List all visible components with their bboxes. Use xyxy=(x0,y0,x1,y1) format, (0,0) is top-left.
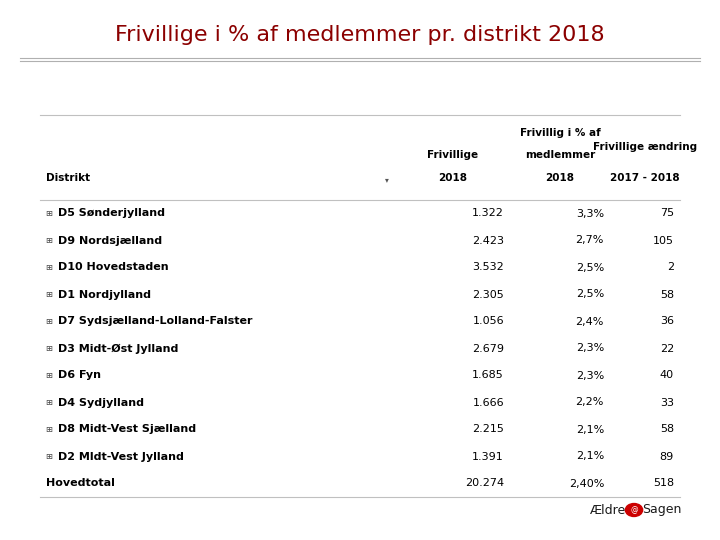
Text: 2,1%: 2,1% xyxy=(576,424,604,435)
Text: D4 Sydjylland: D4 Sydjylland xyxy=(58,397,144,408)
Text: ⊞: ⊞ xyxy=(45,263,52,272)
Text: Frivillige ændring: Frivillige ændring xyxy=(593,142,697,152)
Text: 22: 22 xyxy=(660,343,674,354)
Text: 2.305: 2.305 xyxy=(472,289,504,300)
Text: ⊞: ⊞ xyxy=(45,398,52,407)
Text: 89: 89 xyxy=(660,451,674,462)
Text: Frivillige i % af medlemmer pr. distrikt 2018: Frivillige i % af medlemmer pr. distrikt… xyxy=(115,25,605,45)
Text: 2017 - 2018: 2017 - 2018 xyxy=(610,173,680,183)
Text: D3 Midt-Øst Jylland: D3 Midt-Øst Jylland xyxy=(58,343,179,354)
Text: 2,7%: 2,7% xyxy=(575,235,604,246)
Text: medlemmer: medlemmer xyxy=(525,150,595,160)
Text: 2.423: 2.423 xyxy=(472,235,504,246)
Text: D8 Midt-Vest Sjælland: D8 Midt-Vest Sjælland xyxy=(58,424,196,435)
Text: 1.056: 1.056 xyxy=(472,316,504,327)
Text: 3,3%: 3,3% xyxy=(576,208,604,219)
Text: D10 Hovedstaden: D10 Hovedstaden xyxy=(58,262,168,273)
Text: ⊞: ⊞ xyxy=(45,425,52,434)
Text: 2,4%: 2,4% xyxy=(575,316,604,327)
Text: D1 Nordjylland: D1 Nordjylland xyxy=(58,289,151,300)
Text: ⊞: ⊞ xyxy=(45,290,52,299)
Text: ⊞: ⊞ xyxy=(45,209,52,218)
Text: ⊞: ⊞ xyxy=(45,317,52,326)
Text: 2.215: 2.215 xyxy=(472,424,504,435)
Text: 36: 36 xyxy=(660,316,674,327)
Text: 518: 518 xyxy=(653,478,674,489)
Text: 1.666: 1.666 xyxy=(472,397,504,408)
Text: @: @ xyxy=(630,505,638,515)
Text: Frivillige: Frivillige xyxy=(427,150,478,160)
Text: 2,3%: 2,3% xyxy=(576,370,604,381)
Text: 2.679: 2.679 xyxy=(472,343,504,354)
Text: D2 Mldt-Vest Jylland: D2 Mldt-Vest Jylland xyxy=(58,451,184,462)
Text: D7 Sydsjælland-Lolland-Falster: D7 Sydsjælland-Lolland-Falster xyxy=(58,316,253,327)
Text: ▾: ▾ xyxy=(385,176,389,185)
Text: 40: 40 xyxy=(660,370,674,381)
Text: 75: 75 xyxy=(660,208,674,219)
Text: 2,2%: 2,2% xyxy=(575,397,604,408)
Text: 58: 58 xyxy=(660,289,674,300)
Text: ⊞: ⊞ xyxy=(45,236,52,245)
Text: Ældre: Ældre xyxy=(590,503,626,516)
Text: ⊞: ⊞ xyxy=(45,371,52,380)
Text: Distrikt: Distrikt xyxy=(46,173,90,183)
Text: D9 Nordsjælland: D9 Nordsjælland xyxy=(58,235,162,246)
Text: ⊞: ⊞ xyxy=(45,452,52,461)
Text: 33: 33 xyxy=(660,397,674,408)
Text: D5 Sønderjylland: D5 Sønderjylland xyxy=(58,208,165,219)
Text: 1.322: 1.322 xyxy=(472,208,504,219)
Text: 2,40%: 2,40% xyxy=(569,478,604,489)
Text: 20.274: 20.274 xyxy=(465,478,504,489)
Text: 2018: 2018 xyxy=(438,173,467,183)
Text: 3.532: 3.532 xyxy=(472,262,504,273)
Text: 58: 58 xyxy=(660,424,674,435)
Text: 1.391: 1.391 xyxy=(472,451,504,462)
Text: Sagen: Sagen xyxy=(642,503,681,516)
Text: 2,3%: 2,3% xyxy=(576,343,604,354)
Text: 2,5%: 2,5% xyxy=(576,289,604,300)
Text: Frivillig i % af: Frivillig i % af xyxy=(520,128,600,138)
Text: 105: 105 xyxy=(653,235,674,246)
Text: 2: 2 xyxy=(667,262,674,273)
Text: ⊞: ⊞ xyxy=(45,344,52,353)
Text: 2,1%: 2,1% xyxy=(576,451,604,462)
Text: 1.685: 1.685 xyxy=(472,370,504,381)
Text: 2,5%: 2,5% xyxy=(576,262,604,273)
Text: Hovedtotal: Hovedtotal xyxy=(46,478,115,489)
Text: D6 Fyn: D6 Fyn xyxy=(58,370,101,381)
Text: 2018: 2018 xyxy=(546,173,575,183)
